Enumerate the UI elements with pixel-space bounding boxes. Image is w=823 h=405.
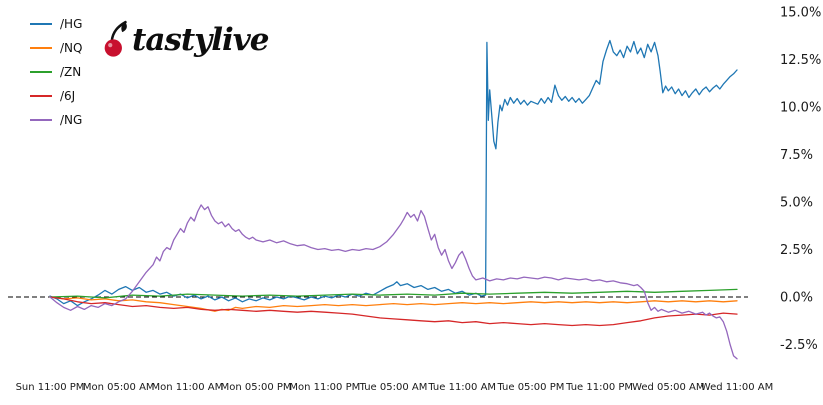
x-axis-tick-label: Wed 11:00 AM	[701, 382, 773, 393]
legend-line-swatch-6j	[30, 95, 52, 97]
y-axis-tick-label: 10.0%	[780, 101, 821, 116]
series-line-ng	[49, 204, 738, 360]
series-line-zn	[49, 288, 738, 299]
legend-label-nq: /NQ	[60, 41, 83, 55]
y-axis-tick-label: 5.0%	[780, 196, 813, 211]
y-axis-tick-label: 7.5%	[780, 148, 813, 163]
x-axis-tick-label: Tue 05:00 PM	[496, 382, 564, 393]
series-line-nq	[49, 296, 738, 312]
x-axis-tick-label: Tue 11:00 AM	[427, 382, 496, 393]
tastylive-logo-text: tastylive	[132, 22, 269, 58]
cherry-icon	[104, 20, 127, 57]
legend-line-swatch-hg	[30, 23, 52, 25]
legend-item-6j: /6J	[30, 88, 82, 104]
y-axis-tick-label: 15.0%	[780, 6, 821, 21]
x-axis-tick-label: Mon 05:00 PM	[221, 382, 292, 393]
series-line-hg	[49, 39, 738, 307]
x-axis-tick-label: Sun 11:00 PM	[16, 382, 85, 393]
y-axis-tick-label: 2.5%	[780, 243, 813, 258]
legend-item-zn: /ZN	[30, 64, 82, 80]
x-axis-tick-label: Mon 11:00 PM	[289, 382, 360, 393]
y-axis-tick-label: 12.5%	[780, 53, 821, 68]
tastylive-logo: tastylive	[103, 18, 269, 58]
legend-label-6j: /6J	[60, 89, 76, 103]
y-axis-tick-label: -2.5%	[780, 338, 818, 353]
legend-label-hg: /HG	[60, 17, 83, 31]
x-axis-tick-label: Mon 05:00 AM	[83, 382, 155, 393]
chart-legend: /HG/NQ/ZN/6J/NG	[30, 16, 82, 128]
x-axis-tick-label: Tue 05:00 AM	[359, 382, 428, 393]
x-axis-tick-label: Mon 11:00 AM	[152, 382, 224, 393]
y-axis-tick-label: 0.0%	[780, 291, 813, 306]
legend-item-hg: /HG	[30, 16, 82, 32]
legend-line-swatch-ng	[30, 119, 52, 121]
legend-line-swatch-nq	[30, 47, 52, 49]
series-line-6j	[49, 296, 738, 327]
legend-label-zn: /ZN	[60, 65, 82, 79]
legend-item-ng: /NG	[30, 112, 82, 128]
x-axis-tick-label: Wed 05:00 AM	[632, 382, 704, 393]
legend-line-swatch-zn	[30, 71, 52, 73]
x-axis-tick-label: Tue 11:00 PM	[565, 382, 633, 393]
legend-label-ng: /NG	[60, 113, 83, 127]
legend-item-nq: /NQ	[30, 40, 82, 56]
